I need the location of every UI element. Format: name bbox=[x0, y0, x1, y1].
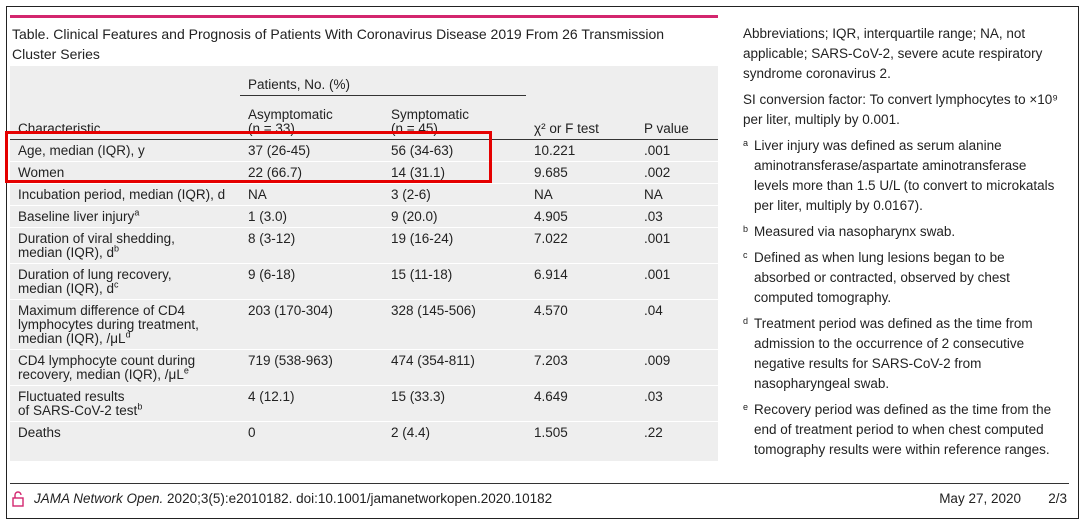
cell-test: 10.221 bbox=[526, 139, 636, 162]
publish-date: May 27, 2020 bbox=[939, 491, 1021, 506]
table-row: Fluctuated results of SARS-CoV-2 testb 4 (… bbox=[10, 385, 718, 422]
cell-symptomatic: 9 (20.0) bbox=[383, 205, 526, 228]
cell-symptomatic: 328 (145-506) bbox=[383, 299, 526, 350]
cell-test: 4.649 bbox=[526, 385, 636, 422]
cell-asymptomatic: 0 bbox=[240, 421, 383, 443]
cell-pvalue: NA bbox=[636, 183, 718, 206]
cell-asymptomatic: 4 (12.1) bbox=[240, 385, 383, 422]
cell-pvalue: .001 bbox=[636, 227, 718, 264]
cell-test: 9.685 bbox=[526, 161, 636, 184]
highlight-box bbox=[5, 131, 492, 183]
footnote: e Recovery period was defined as the time… bbox=[743, 400, 1061, 460]
page-number: 2/3 bbox=[1048, 491, 1067, 506]
header-test: χ² or F test bbox=[534, 121, 599, 136]
cell-test: 7.022 bbox=[526, 227, 636, 264]
cell-symptomatic: 15 (11-18) bbox=[383, 263, 526, 300]
open-access-lock-icon bbox=[12, 491, 24, 513]
group-header: Patients, No. (%) bbox=[240, 66, 526, 96]
data-table: Patients, No. (%) Characteristic Asympto… bbox=[10, 66, 718, 443]
cell-pvalue: .04 bbox=[636, 299, 718, 350]
cell-asymptomatic: 719 (538-963) bbox=[240, 349, 383, 386]
footnote: b Measured via nasopharynx swab. bbox=[743, 222, 1061, 242]
cell-pvalue: .002 bbox=[636, 161, 718, 184]
table-row: Duration of lung recovery, median (IQR), … bbox=[10, 263, 718, 300]
table-title: Table. Clinical Features and Prognosis o… bbox=[12, 26, 665, 62]
cell-test: 4.905 bbox=[526, 205, 636, 228]
citation: JAMA Network Open. 2020;3(5):e2010182. d… bbox=[34, 491, 553, 506]
cell-symptomatic: 2 (4.4) bbox=[383, 421, 526, 443]
footnote-text: Treatment period was defined as the time… bbox=[754, 316, 1033, 391]
cell-characteristic: Duration of viral shedding, median (IQR),… bbox=[10, 227, 240, 264]
table-row: Incubation period, median (IQR), d NA 3 (2… bbox=[10, 183, 718, 206]
notes-panel: Abbreviations; IQR, interquartile range;… bbox=[743, 24, 1061, 466]
cell-characteristic: Fluctuated results of SARS-CoV-2 testb bbox=[10, 385, 240, 422]
title-rule bbox=[10, 15, 718, 18]
table-row: Baseline liver injurya 1 (3.0) 9 (20.0) 4.9… bbox=[10, 205, 718, 228]
cell-characteristic: Age, median (IQR), y bbox=[10, 139, 240, 162]
cell-characteristic: Maximum difference of CD4 lymphocytes dur… bbox=[10, 299, 240, 350]
table-row: Deaths 0 2 (4.4) 1.505.22 bbox=[10, 421, 718, 443]
cell-test: 6.914 bbox=[526, 263, 636, 300]
table-row: Duration of viral shedding, median (IQR),… bbox=[10, 227, 718, 264]
cell-characteristic: Duration of lung recovery, median (IQR), … bbox=[10, 263, 240, 300]
cell-asymptomatic: 1 (3.0) bbox=[240, 205, 383, 228]
footnote-text: Defined as when lung lesions began to be… bbox=[754, 250, 1010, 305]
abbreviations-note: Abbreviations; IQR, interquartile range;… bbox=[743, 26, 1043, 81]
cell-pvalue: .001 bbox=[636, 139, 718, 162]
cell-symptomatic: 15 (33.3) bbox=[383, 385, 526, 422]
cell-test: 7.203 bbox=[526, 349, 636, 386]
cell-test: 4.570 bbox=[526, 299, 636, 350]
si-conversion-note: SI conversion factor: To convert lymphoc… bbox=[743, 92, 1059, 127]
cell-characteristic: Women bbox=[10, 161, 240, 184]
table-row: CD4 lymphocyte count during recovery, med… bbox=[10, 349, 718, 386]
cell-pvalue: .03 bbox=[636, 385, 718, 422]
cell-asymptomatic: 203 (170-304) bbox=[240, 299, 383, 350]
footnote-mark: d bbox=[743, 316, 749, 326]
footer-rule bbox=[10, 483, 1069, 484]
footnote-mark: e bbox=[743, 402, 749, 412]
cell-asymptomatic: 22 (66.7) bbox=[240, 161, 383, 184]
footnote-mark: a bbox=[743, 138, 749, 148]
footnote-text: Measured via nasopharynx swab. bbox=[754, 224, 956, 239]
footnote: d Treatment period was defined as the tim… bbox=[743, 314, 1061, 394]
cell-test: 1.505 bbox=[526, 421, 636, 443]
table-row: Maximum difference of CD4 lymphocytes dur… bbox=[10, 299, 718, 350]
cell-asymptomatic: 8 (3-12) bbox=[240, 227, 383, 264]
cell-asymptomatic: NA bbox=[240, 183, 383, 206]
cell-characteristic: Baseline liver injurya bbox=[10, 205, 240, 228]
cell-symptomatic: 19 (16-24) bbox=[383, 227, 526, 264]
footnote-text: Liver injury was defined as serum alanin… bbox=[754, 138, 1055, 213]
footnote-mark: b bbox=[743, 224, 749, 234]
header-pvalue: P value bbox=[644, 121, 689, 136]
cell-pvalue: .22 bbox=[636, 421, 718, 443]
cell-test: NA bbox=[526, 183, 636, 206]
cell-symptomatic: 3 (2-6) bbox=[383, 183, 526, 206]
cell-characteristic: Incubation period, median (IQR), d bbox=[10, 183, 240, 206]
cell-pvalue: .009 bbox=[636, 349, 718, 386]
cell-pvalue: .03 bbox=[636, 205, 718, 228]
footnote-mark: c bbox=[743, 250, 748, 260]
footnote-text: Recovery period was defined as the time … bbox=[754, 402, 1052, 457]
page-frame bbox=[6, 6, 1079, 519]
cell-characteristic: Deaths bbox=[10, 421, 240, 443]
cell-asymptomatic: 9 (6-18) bbox=[240, 263, 383, 300]
cell-pvalue: .001 bbox=[636, 263, 718, 300]
cell-characteristic: CD4 lymphocyte count during recovery, med… bbox=[10, 349, 240, 386]
table-container: Patients, No. (%) Characteristic Asympto… bbox=[10, 66, 718, 461]
footnote: c Defined as when lung lesions began to b… bbox=[743, 248, 1061, 308]
cell-asymptomatic: 37 (26-45) bbox=[240, 139, 383, 162]
footnote: a Liver injury was defined as serum alani… bbox=[743, 136, 1061, 216]
cell-symptomatic: 474 (354-811) bbox=[383, 349, 526, 386]
